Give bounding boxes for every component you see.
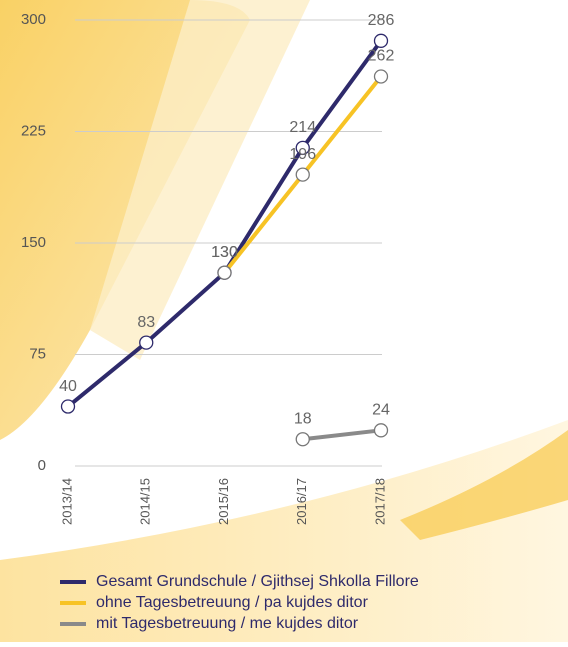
data-label: 262 [368, 48, 395, 65]
data-point [295, 140, 310, 156]
y-tick-label: 225 [21, 122, 46, 139]
x-tick-label: 2014/15 [138, 478, 153, 525]
y-tick-label: 150 [21, 234, 46, 251]
series-line [302, 428, 382, 442]
data-label: 83 [137, 314, 155, 331]
data-label: 130 [211, 244, 238, 261]
data-point [373, 423, 389, 438]
legend-label: mit Tagesbetreuung / me kujdes ditor [96, 615, 359, 632]
data-point [217, 265, 232, 280]
decor [400, 430, 568, 540]
data-point [295, 167, 310, 182]
y-tick-label: 75 [29, 345, 46, 362]
legend-label: Gesamt Grundschule / Gjithsej Shkolla Fi… [96, 573, 419, 590]
x-tick-label: 2015/16 [216, 478, 231, 525]
data-point [373, 69, 389, 84]
x-tick-label: 2017/18 [372, 478, 387, 525]
data-point [60, 399, 76, 414]
data-label: 214 [289, 119, 316, 136]
y-tick-label: 0 [38, 457, 46, 474]
x-tick-label: 2013/14 [59, 478, 74, 525]
data-point [373, 33, 389, 48]
data-point [295, 432, 310, 447]
y-tick-label: 300 [21, 11, 46, 28]
data-label: 286 [368, 12, 395, 29]
data-label: 130 [211, 244, 238, 261]
data-label: 196 [289, 146, 316, 163]
data-point [139, 335, 154, 350]
legend-label: ohne Tagesbetreuung / pa kujdes ditor [96, 594, 369, 611]
data-label: 18 [294, 410, 312, 427]
decor [90, 0, 310, 360]
x-tick-label: 2016/17 [294, 478, 309, 525]
decor [0, 420, 568, 642]
data-label: 40 [59, 378, 77, 395]
data-label: 24 [372, 402, 390, 419]
